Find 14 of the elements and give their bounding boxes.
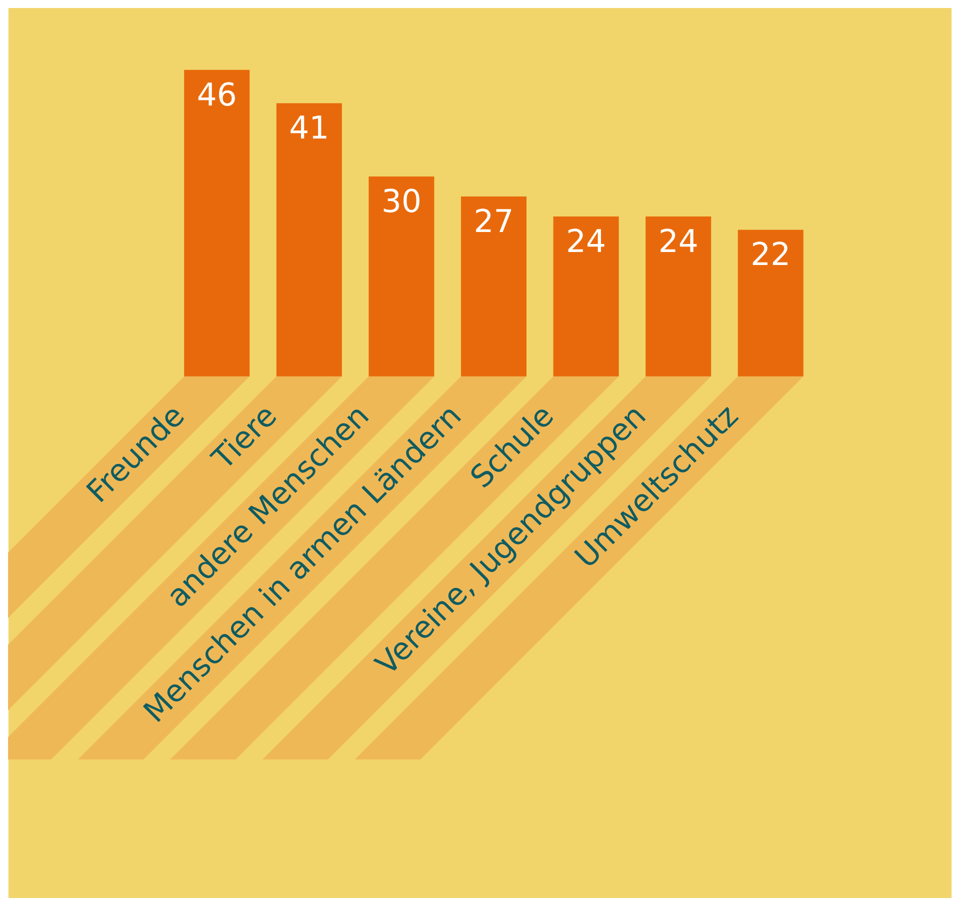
data-label: 24 <box>566 224 606 260</box>
bar <box>460 196 527 376</box>
bar <box>646 216 712 376</box>
bar <box>184 70 250 376</box>
bar <box>276 103 342 376</box>
data-label: 22 <box>750 237 791 274</box>
data-label: 46 <box>196 77 237 114</box>
data-label: 30 <box>381 184 422 220</box>
data-label: 27 <box>474 204 514 240</box>
bar <box>368 176 434 376</box>
bar <box>553 216 619 376</box>
data-label: 24 <box>658 224 698 260</box>
bar <box>738 230 804 376</box>
data-label: 41 <box>289 110 330 147</box>
